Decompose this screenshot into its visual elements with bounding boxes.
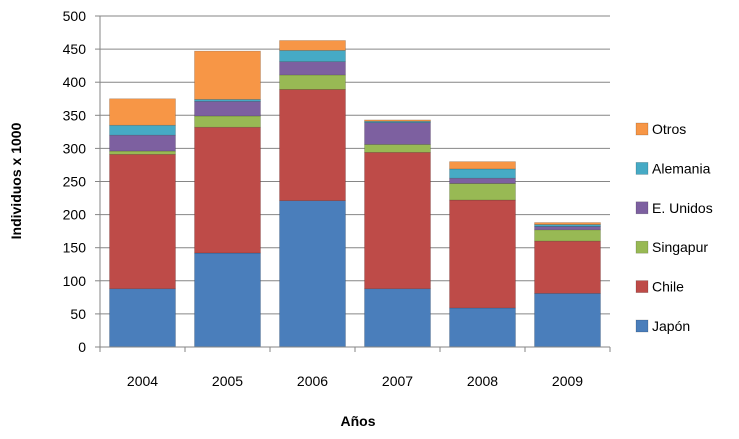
legend-swatch <box>635 201 649 215</box>
legend-swatch <box>635 240 649 254</box>
legend-item: Alemania <box>635 160 711 176</box>
bar-segment <box>109 150 176 155</box>
x-tick-labels: 2004 2005 2006 2007 2008 2009 <box>127 373 583 389</box>
legend-item: Singapur <box>635 239 708 255</box>
y-tick-label: 150 <box>63 240 87 256</box>
bar-segment <box>279 40 346 51</box>
y-tick-labels: 0 50 100 150 200 250 300 350 400 450 500 <box>63 8 87 355</box>
y-tick-label: 400 <box>63 74 87 90</box>
bar-segment <box>109 124 176 136</box>
x-tick-label: 2009 <box>552 373 583 389</box>
bars <box>109 40 601 348</box>
bar-segment <box>534 293 601 348</box>
y-tick-label: 100 <box>63 273 87 289</box>
legend-label: Alemania <box>652 160 711 176</box>
y-tick-label: 200 <box>63 207 87 223</box>
bar-segment <box>364 120 431 123</box>
bar-segment <box>194 50 261 100</box>
y-tick-label: 50 <box>70 306 86 322</box>
bar-segment <box>109 134 176 152</box>
gridlines <box>100 15 610 315</box>
legend-label: Otros <box>652 121 686 137</box>
legend-swatch <box>635 122 649 136</box>
y-tick-label: 250 <box>63 174 87 190</box>
bar-segment <box>534 240 601 294</box>
x-tick-label: 2008 <box>467 373 498 389</box>
bar-segment <box>449 183 516 201</box>
legend-label: Chile <box>652 279 684 295</box>
bar-segment <box>109 98 176 126</box>
bar-segment <box>449 307 516 348</box>
legend-swatch <box>635 319 649 333</box>
y-tick-label: 450 <box>63 41 87 57</box>
legend-item: Chile <box>635 279 684 295</box>
y-tick-label: 500 <box>63 8 87 24</box>
bar-segment <box>279 61 346 76</box>
bar-segment <box>194 126 261 254</box>
bar-segment <box>194 101 261 117</box>
axes <box>95 15 611 352</box>
bar-segment <box>364 152 431 290</box>
y-tick-label: 0 <box>78 339 86 355</box>
bar-segment <box>449 161 516 170</box>
bar-segment <box>279 50 346 62</box>
bar-segment <box>364 288 431 348</box>
legend-label: Japón <box>652 318 690 334</box>
bar-segment <box>279 74 346 90</box>
bar-segment <box>109 288 176 348</box>
legend-swatch <box>635 162 649 175</box>
x-tick-label: 2004 <box>127 373 158 389</box>
legend-item: Japón <box>635 318 690 334</box>
bar-segment <box>364 122 431 145</box>
bar-segment <box>449 177 516 184</box>
bar-segment <box>364 144 431 153</box>
x-axis-title: Años <box>341 413 376 429</box>
x-tick-label: 2007 <box>382 373 413 389</box>
y-axis-title: Individuos x 1000 <box>8 122 24 239</box>
legend-label: Singapur <box>652 239 708 255</box>
bar-segment <box>194 115 261 128</box>
legend-item: E. Unidos <box>635 200 713 216</box>
bar-segment <box>534 222 601 225</box>
x-tick-label: 2006 <box>297 373 328 389</box>
bar-segment <box>194 252 261 348</box>
legend-label: E. Unidos <box>652 200 713 216</box>
legend: Otros Alemania E. Unidos Singapur Chile Japón <box>635 121 713 334</box>
bar-segment <box>534 229 601 242</box>
bar-segment <box>449 168 516 179</box>
x-tick-label: 2005 <box>212 373 243 389</box>
bar-segment <box>449 199 516 309</box>
y-tick-label: 350 <box>63 107 87 123</box>
legend-swatch <box>635 280 649 293</box>
bar-segment <box>279 89 346 201</box>
bar-segment <box>534 226 601 231</box>
bar-segment <box>364 119 431 122</box>
y-tick-label: 300 <box>63 140 87 156</box>
bar-segment <box>279 200 346 348</box>
legend-item: Otros <box>635 121 686 137</box>
bar-segment <box>109 154 176 290</box>
